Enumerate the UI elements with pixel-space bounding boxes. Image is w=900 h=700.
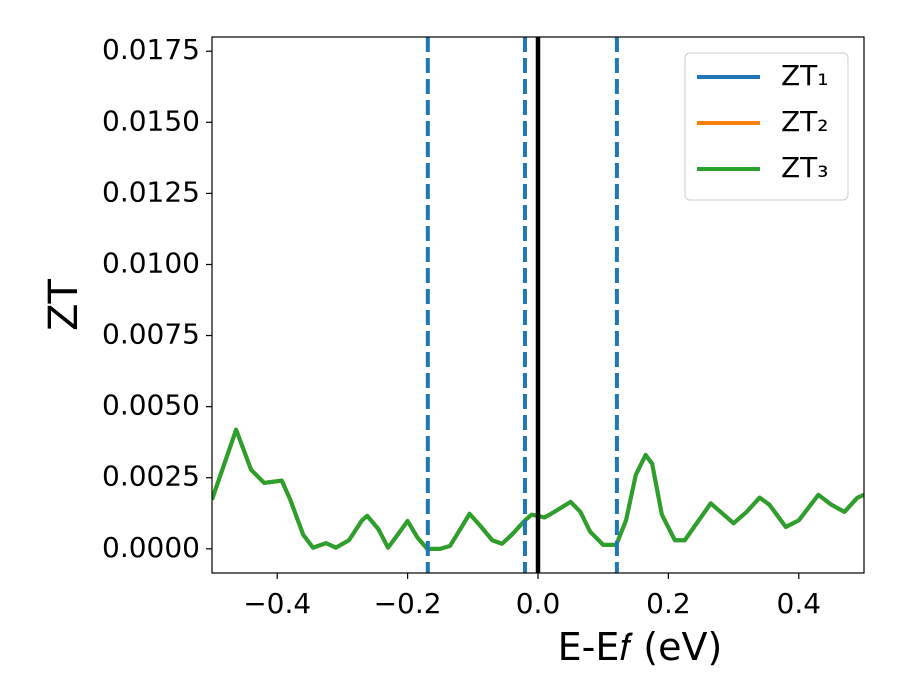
y-tick-label: 0.0150 xyxy=(102,104,200,137)
y-axis-label: ZT xyxy=(41,279,87,331)
legend-label: ZT₁ xyxy=(781,59,829,92)
y-tick-label: 0.0000 xyxy=(102,531,200,564)
legend-label: ZT₂ xyxy=(781,105,829,138)
x-axis-label: E-E𝑓 (eV) xyxy=(558,625,723,669)
legend-label: ZT₃ xyxy=(781,151,829,184)
x-tick-label: 0.2 xyxy=(646,587,691,620)
x-tick-label: 0.0 xyxy=(516,587,561,620)
y-tick-label: 0.0050 xyxy=(102,389,200,422)
x-tick-label: −0.2 xyxy=(374,587,442,620)
x-tick-label: 0.4 xyxy=(777,587,822,620)
y-tick-label: 0.0075 xyxy=(102,318,200,351)
y-tick-label: 0.0175 xyxy=(102,33,200,66)
legend-box xyxy=(684,52,849,201)
x-tick-label: −0.4 xyxy=(243,587,311,620)
y-tick-label: 0.0025 xyxy=(102,460,200,493)
y-tick-label: 0.0125 xyxy=(102,175,200,208)
y-tick-label: 0.0100 xyxy=(102,246,200,279)
